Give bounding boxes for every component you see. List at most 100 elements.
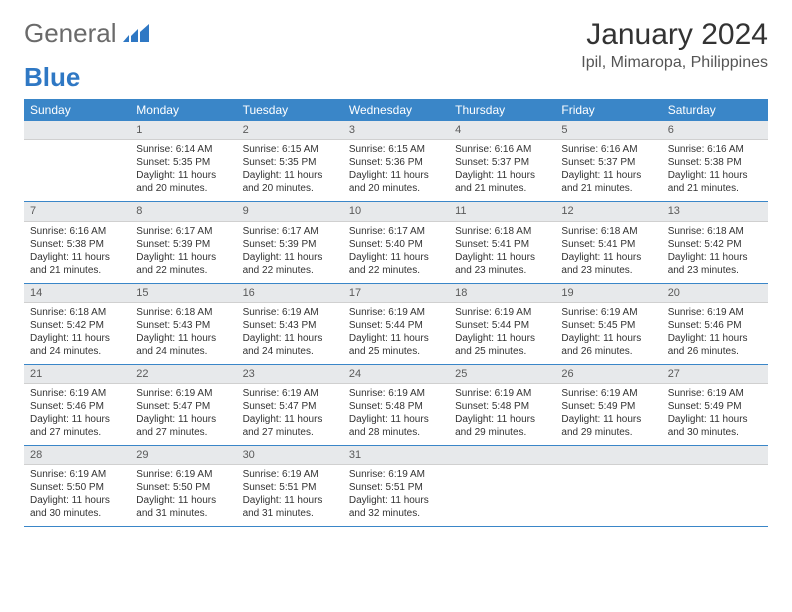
sunset-text: Sunset: 5:49 PM xyxy=(668,400,762,413)
calendar-cell: 13Sunrise: 6:18 AMSunset: 5:42 PMDayligh… xyxy=(662,202,768,283)
sunrise-text: Sunrise: 6:18 AM xyxy=(136,306,230,319)
sunset-text: Sunset: 5:47 PM xyxy=(136,400,230,413)
daylight-text: Daylight: 11 hours and 24 minutes. xyxy=(136,332,230,358)
day-number xyxy=(662,446,768,465)
day-body: Sunrise: 6:17 AMSunset: 5:40 PMDaylight:… xyxy=(343,222,449,283)
day-body: Sunrise: 6:16 AMSunset: 5:37 PMDaylight:… xyxy=(555,140,661,201)
sunrise-text: Sunrise: 6:17 AM xyxy=(349,225,443,238)
day-body xyxy=(662,465,768,523)
day-number: 27 xyxy=(662,365,768,384)
daylight-text: Daylight: 11 hours and 23 minutes. xyxy=(668,251,762,277)
day-body: Sunrise: 6:19 AMSunset: 5:51 PMDaylight:… xyxy=(237,465,343,526)
daylight-text: Daylight: 11 hours and 21 minutes. xyxy=(561,169,655,195)
calendar-row: 14Sunrise: 6:18 AMSunset: 5:42 PMDayligh… xyxy=(24,283,768,364)
calendar-cell: 21Sunrise: 6:19 AMSunset: 5:46 PMDayligh… xyxy=(24,364,130,445)
daylight-text: Daylight: 11 hours and 27 minutes. xyxy=(243,413,337,439)
calendar-row: 28Sunrise: 6:19 AMSunset: 5:50 PMDayligh… xyxy=(24,446,768,527)
calendar-cell: 5Sunrise: 6:16 AMSunset: 5:37 PMDaylight… xyxy=(555,121,661,202)
month-title: January 2024 xyxy=(581,18,768,52)
sunset-text: Sunset: 5:35 PM xyxy=(243,156,337,169)
sunrise-text: Sunrise: 6:19 AM xyxy=(136,387,230,400)
calendar-cell xyxy=(24,121,130,202)
daylight-text: Daylight: 11 hours and 23 minutes. xyxy=(561,251,655,277)
sunrise-text: Sunrise: 6:19 AM xyxy=(561,387,655,400)
calendar-cell: 2Sunrise: 6:15 AMSunset: 5:35 PMDaylight… xyxy=(237,121,343,202)
sunrise-text: Sunrise: 6:19 AM xyxy=(243,306,337,319)
weekday-header: Sunday xyxy=(24,99,130,121)
day-number: 25 xyxy=(449,365,555,384)
sunset-text: Sunset: 5:46 PM xyxy=(668,319,762,332)
calendar-cell: 7Sunrise: 6:16 AMSunset: 5:38 PMDaylight… xyxy=(24,202,130,283)
day-number: 4 xyxy=(449,121,555,140)
sunrise-text: Sunrise: 6:18 AM xyxy=(668,225,762,238)
sunrise-text: Sunrise: 6:18 AM xyxy=(561,225,655,238)
sunset-text: Sunset: 5:37 PM xyxy=(561,156,655,169)
calendar-cell: 29Sunrise: 6:19 AMSunset: 5:50 PMDayligh… xyxy=(130,446,236,527)
day-body: Sunrise: 6:19 AMSunset: 5:43 PMDaylight:… xyxy=(237,303,343,364)
daylight-text: Daylight: 11 hours and 26 minutes. xyxy=(668,332,762,358)
weekday-header: Monday xyxy=(130,99,236,121)
calendar-cell: 16Sunrise: 6:19 AMSunset: 5:43 PMDayligh… xyxy=(237,283,343,364)
day-number xyxy=(449,446,555,465)
weekday-header: Thursday xyxy=(449,99,555,121)
calendar-cell: 1Sunrise: 6:14 AMSunset: 5:35 PMDaylight… xyxy=(130,121,236,202)
day-number: 9 xyxy=(237,202,343,221)
calendar-cell: 30Sunrise: 6:19 AMSunset: 5:51 PMDayligh… xyxy=(237,446,343,527)
day-body: Sunrise: 6:19 AMSunset: 5:51 PMDaylight:… xyxy=(343,465,449,526)
sunrise-text: Sunrise: 6:19 AM xyxy=(349,468,443,481)
sunrise-text: Sunrise: 6:16 AM xyxy=(668,143,762,156)
sunrise-text: Sunrise: 6:19 AM xyxy=(668,306,762,319)
day-body: Sunrise: 6:15 AMSunset: 5:35 PMDaylight:… xyxy=(237,140,343,201)
calendar-row: 21Sunrise: 6:19 AMSunset: 5:46 PMDayligh… xyxy=(24,364,768,445)
calendar-cell: 24Sunrise: 6:19 AMSunset: 5:48 PMDayligh… xyxy=(343,364,449,445)
calendar-cell xyxy=(449,446,555,527)
daylight-text: Daylight: 11 hours and 31 minutes. xyxy=(243,494,337,520)
sunset-text: Sunset: 5:44 PM xyxy=(349,319,443,332)
day-body: Sunrise: 6:19 AMSunset: 5:49 PMDaylight:… xyxy=(555,384,661,445)
sunset-text: Sunset: 5:36 PM xyxy=(349,156,443,169)
weekday-header: Wednesday xyxy=(343,99,449,121)
sunrise-text: Sunrise: 6:19 AM xyxy=(136,468,230,481)
day-body: Sunrise: 6:17 AMSunset: 5:39 PMDaylight:… xyxy=(130,222,236,283)
calendar-cell: 12Sunrise: 6:18 AMSunset: 5:41 PMDayligh… xyxy=(555,202,661,283)
calendar-cell: 25Sunrise: 6:19 AMSunset: 5:48 PMDayligh… xyxy=(449,364,555,445)
calendar-cell: 10Sunrise: 6:17 AMSunset: 5:40 PMDayligh… xyxy=(343,202,449,283)
day-body: Sunrise: 6:15 AMSunset: 5:36 PMDaylight:… xyxy=(343,140,449,201)
location: Ipil, Mimaropa, Philippines xyxy=(581,54,768,72)
day-number: 2 xyxy=(237,121,343,140)
day-body: Sunrise: 6:18 AMSunset: 5:41 PMDaylight:… xyxy=(555,222,661,283)
sunrise-text: Sunrise: 6:15 AM xyxy=(243,143,337,156)
day-number: 21 xyxy=(24,365,130,384)
day-number: 26 xyxy=(555,365,661,384)
day-body: Sunrise: 6:16 AMSunset: 5:37 PMDaylight:… xyxy=(449,140,555,201)
sunrise-text: Sunrise: 6:19 AM xyxy=(668,387,762,400)
day-number: 15 xyxy=(130,284,236,303)
day-number: 12 xyxy=(555,202,661,221)
sunrise-text: Sunrise: 6:19 AM xyxy=(349,306,443,319)
day-body xyxy=(24,140,130,198)
sunset-text: Sunset: 5:48 PM xyxy=(349,400,443,413)
sunrise-text: Sunrise: 6:19 AM xyxy=(349,387,443,400)
daylight-text: Daylight: 11 hours and 27 minutes. xyxy=(136,413,230,439)
day-body: Sunrise: 6:19 AMSunset: 5:44 PMDaylight:… xyxy=(343,303,449,364)
sunset-text: Sunset: 5:43 PM xyxy=(243,319,337,332)
day-number: 28 xyxy=(24,446,130,465)
day-number: 16 xyxy=(237,284,343,303)
sunrise-text: Sunrise: 6:17 AM xyxy=(136,225,230,238)
calendar-cell: 15Sunrise: 6:18 AMSunset: 5:43 PMDayligh… xyxy=(130,283,236,364)
sunrise-text: Sunrise: 6:18 AM xyxy=(455,225,549,238)
daylight-text: Daylight: 11 hours and 20 minutes. xyxy=(136,169,230,195)
calendar-cell: 23Sunrise: 6:19 AMSunset: 5:47 PMDayligh… xyxy=(237,364,343,445)
calendar-cell: 9Sunrise: 6:17 AMSunset: 5:39 PMDaylight… xyxy=(237,202,343,283)
sunset-text: Sunset: 5:39 PM xyxy=(136,238,230,251)
calendar-cell: 14Sunrise: 6:18 AMSunset: 5:42 PMDayligh… xyxy=(24,283,130,364)
sunrise-text: Sunrise: 6:14 AM xyxy=(136,143,230,156)
sunset-text: Sunset: 5:51 PM xyxy=(349,481,443,494)
sunset-text: Sunset: 5:39 PM xyxy=(243,238,337,251)
day-number: 29 xyxy=(130,446,236,465)
sunrise-text: Sunrise: 6:16 AM xyxy=(561,143,655,156)
daylight-text: Daylight: 11 hours and 22 minutes. xyxy=(136,251,230,277)
daylight-text: Daylight: 11 hours and 22 minutes. xyxy=(349,251,443,277)
sunset-text: Sunset: 5:38 PM xyxy=(30,238,124,251)
sunset-text: Sunset: 5:41 PM xyxy=(455,238,549,251)
